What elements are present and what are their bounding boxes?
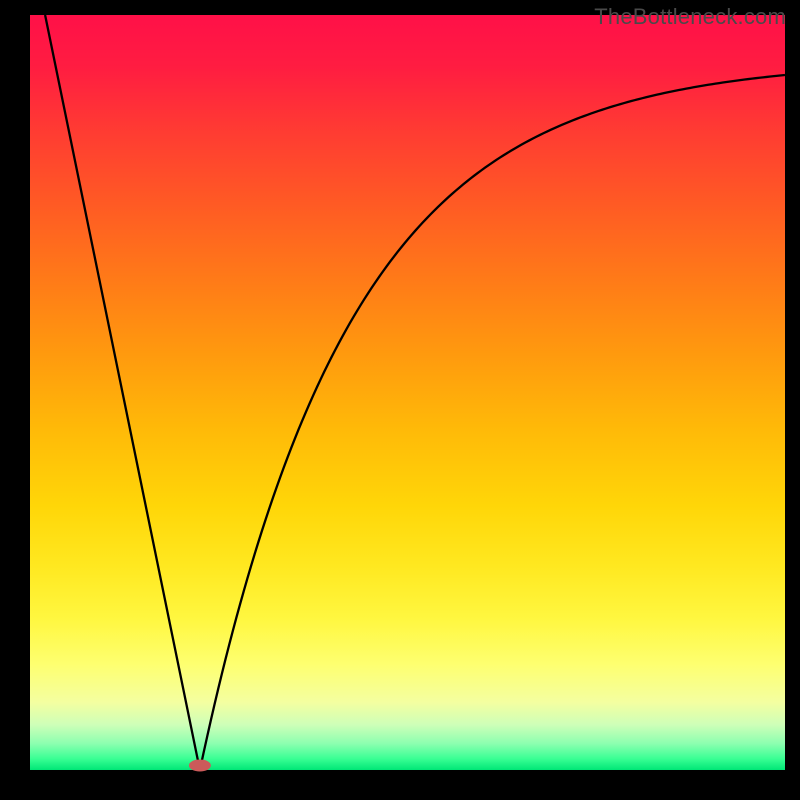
chart-container: TheBottleneck.com	[0, 0, 800, 800]
optimum-marker	[189, 759, 211, 771]
watermark-text: TheBottleneck.com	[594, 4, 786, 30]
gradient-background	[30, 15, 785, 770]
bottleneck-chart	[0, 0, 800, 800]
